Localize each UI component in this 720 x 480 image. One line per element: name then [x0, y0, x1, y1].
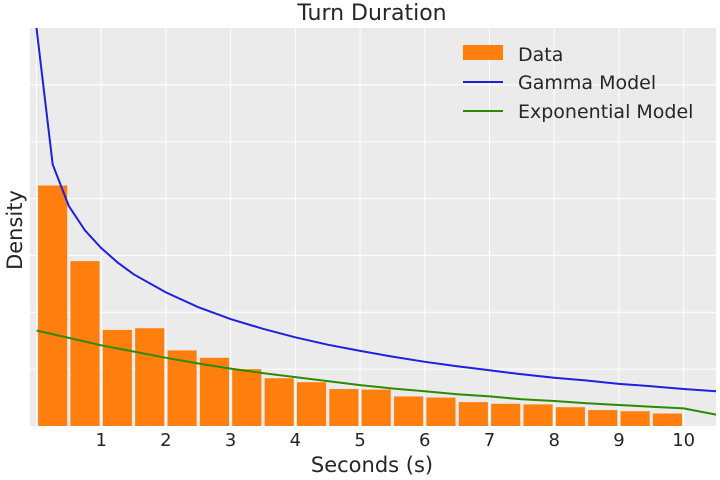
data-bar [296, 382, 327, 426]
data-bar [199, 357, 230, 426]
data-bar [620, 411, 650, 426]
data-bar [458, 402, 488, 426]
x-tick-label: 8 [548, 430, 559, 451]
data-bar [361, 389, 391, 426]
legend-label-exponential: Exponential Model [518, 101, 693, 123]
x-tick-label: 10 [672, 430, 695, 451]
gamma-model-line [35, 27, 717, 393]
data-bar [523, 404, 553, 426]
data-bar [135, 328, 165, 426]
x-tick-label: 9 [613, 430, 624, 451]
grid [30, 28, 716, 426]
x-tick-label: 6 [419, 430, 430, 451]
y-axis-label: Density [3, 190, 27, 270]
data-bar [394, 396, 424, 426]
legend: Data Gamma Model Exponential Model [463, 44, 693, 123]
data-bar [555, 407, 585, 426]
x-tick-label: 3 [225, 430, 236, 451]
data-bars [38, 185, 683, 426]
x-tick-label: 1 [95, 430, 106, 451]
data-bar [491, 403, 521, 426]
data-bar [426, 397, 456, 426]
data-bar [232, 369, 262, 426]
legend-label-gamma: Gamma Model [518, 72, 656, 94]
x-tick-labels: 1 2 3 4 5 6 7 8 9 10 [95, 430, 695, 451]
x-tick-label: 5 [354, 430, 365, 451]
data-bar [38, 185, 68, 426]
data-bar [102, 329, 132, 426]
x-tick-label: 4 [290, 430, 301, 451]
x-tick-label: 2 [160, 430, 171, 451]
legend-swatch-data [463, 45, 503, 60]
data-bar [652, 413, 683, 426]
chart-title: Turn Duration [296, 1, 446, 26]
data-bar [588, 410, 618, 426]
data-bar [329, 389, 359, 426]
model-lines [35, 27, 717, 416]
legend-label-data: Data [518, 44, 563, 66]
x-tick-label: 7 [484, 430, 495, 451]
exponential-model-line [36, 329, 717, 416]
x-axis-label: Seconds (s) [311, 453, 433, 477]
data-bar [264, 378, 294, 426]
